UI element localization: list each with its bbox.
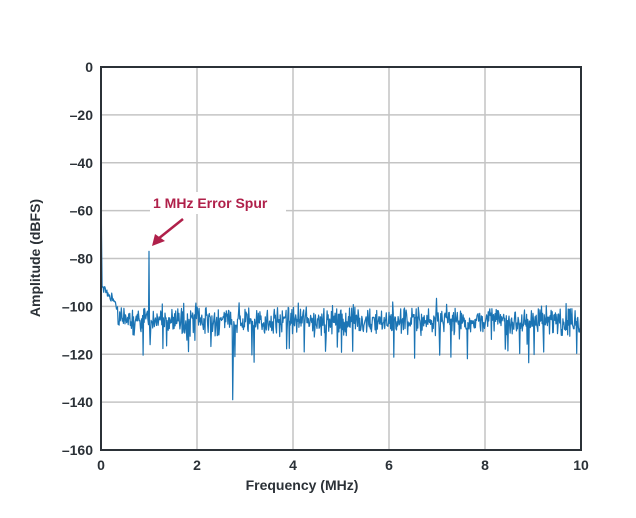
- annotation-label: 1 MHz Error Spur: [153, 195, 268, 211]
- y-tick-label: –160: [62, 442, 93, 458]
- y-tick-label: –80: [70, 251, 94, 267]
- y-tick-label: 0: [85, 59, 93, 75]
- annotation-arrowhead: [152, 234, 165, 246]
- x-tick-label: 6: [385, 457, 393, 473]
- y-tick-label: –60: [70, 203, 94, 219]
- spur-annotation: 1 MHz Error Spur: [150, 192, 286, 246]
- y-tick-label: –100: [62, 298, 93, 314]
- y-tick-label: –40: [70, 155, 94, 171]
- y-tick-label: –20: [70, 107, 94, 123]
- y-tick-label: –120: [62, 346, 93, 362]
- y-tick-labels: 0 –20 –40 –60 –80 –100 –120 –140 –160: [62, 59, 93, 458]
- x-tick-label: 0: [97, 457, 105, 473]
- x-tick-label: 8: [481, 457, 489, 473]
- plot-frame: [100, 66, 582, 451]
- y-axis-title: Amplitude (dBFS): [27, 199, 43, 317]
- trace-layer: [100, 174, 582, 401]
- annotation-background: [150, 192, 286, 214]
- x-tick-labels: 0 2 4 6 8 10: [97, 457, 589, 473]
- x-tick-label: 2: [193, 457, 201, 473]
- annotation-arrow: [157, 218, 184, 240]
- spectrum-trace: [100, 174, 582, 401]
- y-tick-label: –140: [62, 394, 93, 410]
- grid: [100, 66, 582, 451]
- x-tick-label: 10: [573, 457, 589, 473]
- x-tick-label: 4: [289, 457, 297, 473]
- x-axis-title: Frequency (MHz): [246, 477, 359, 493]
